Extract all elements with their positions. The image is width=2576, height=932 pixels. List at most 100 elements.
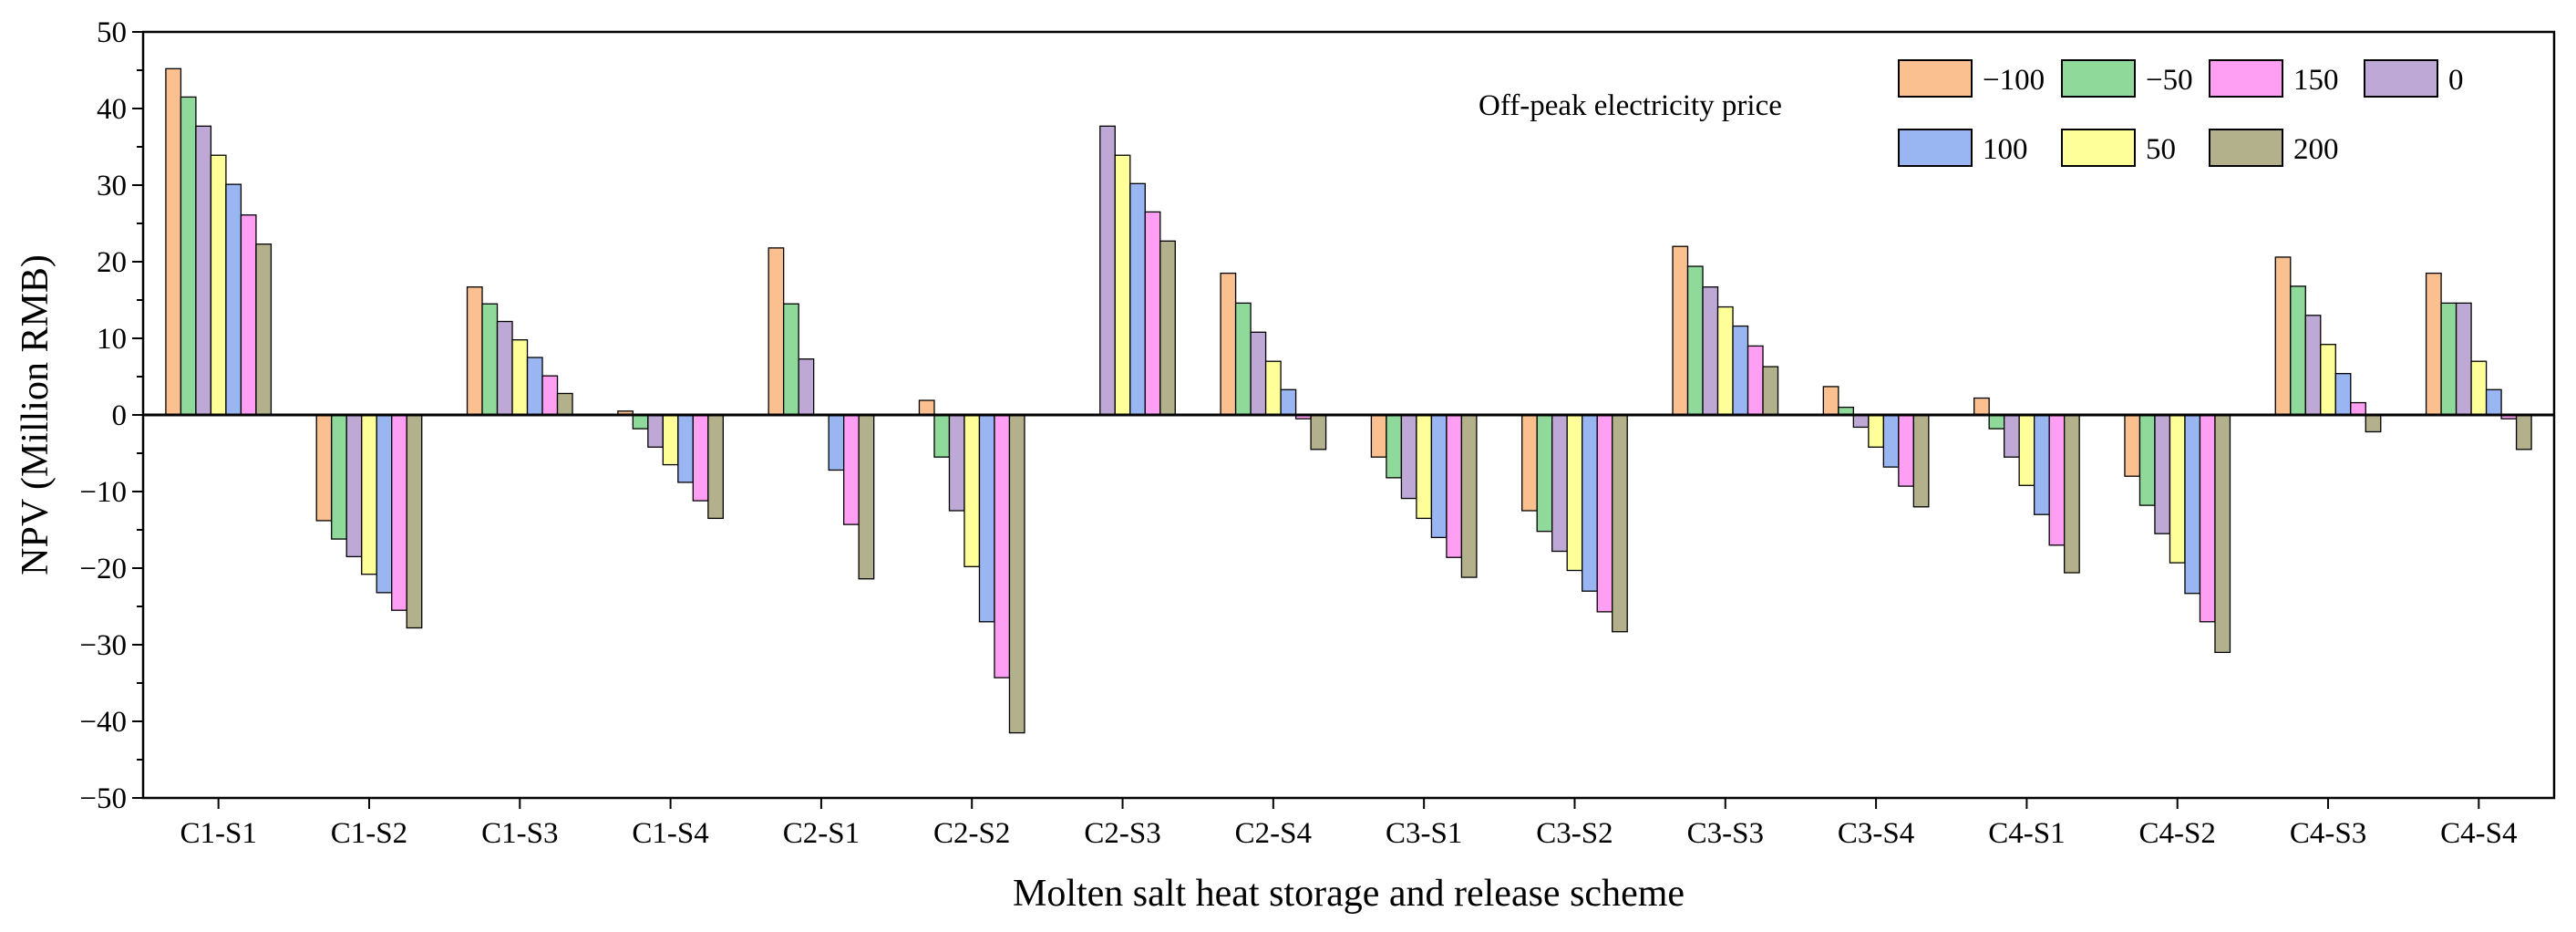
y-tick-label: 10 — [97, 323, 127, 356]
bar-C3-S3-100 — [1732, 325, 1749, 416]
x-tick-label: C1-S2 — [331, 817, 407, 850]
bar-C3-S2-50 — [1566, 414, 1583, 572]
bar-C1-S2-200 — [406, 414, 423, 629]
bar-C4-S2-200 — [2214, 414, 2231, 654]
bar-C3-S4-100 — [1882, 414, 1900, 468]
x-tick-label: C2-S1 — [783, 817, 860, 850]
x-tick-label: C4-S4 — [2440, 817, 2517, 850]
bar-C2-S2-−50 — [933, 414, 951, 458]
bar-C1-S4-150 — [692, 414, 709, 502]
bar-C3-S1-100 — [1430, 414, 1448, 539]
bar-C3-S4-0 — [1852, 414, 1870, 429]
bar-C2-S1-150 — [843, 414, 860, 525]
bar-C3-S1-−50 — [1386, 414, 1403, 479]
bar-C2-S2-100 — [978, 414, 995, 623]
legend-swatch-100 — [1898, 129, 1973, 167]
x-tick-label: C2-S3 — [1084, 817, 1160, 850]
bar-C3-S1-150 — [1446, 414, 1463, 558]
bar-C2-S4-200 — [1310, 414, 1327, 450]
x-tick-label: C1-S3 — [481, 817, 558, 850]
bar-C4-S2-150 — [2199, 414, 2216, 623]
bar-C2-S3-50 — [1114, 154, 1131, 416]
x-tick-label: C1-S4 — [632, 817, 708, 850]
x-tick-label: C2-S2 — [933, 817, 1010, 850]
bar-C4-S1-−100 — [1973, 397, 1990, 416]
bar-C1-S3-100 — [526, 357, 543, 416]
legend: Off-peak electricity price −100 −50 150 0 100… — [1479, 59, 2464, 167]
axes-layer — [132, 30, 2556, 809]
bar-C4-S1-100 — [2034, 414, 2050, 515]
legend-label: −50 — [2146, 64, 2193, 97]
bar-C4-S3-150 — [2350, 401, 2366, 416]
bar-C4-S1-0 — [2004, 414, 2020, 458]
legend-swatch-0 — [2364, 59, 2438, 98]
bar-C2-S2-50 — [963, 414, 981, 567]
bar-C4-S3-−50 — [2290, 285, 2306, 416]
bar-C2-S4-50 — [1264, 360, 1282, 416]
legend-swatch-200 — [2209, 129, 2283, 167]
bar-C1-S3-200 — [556, 392, 573, 416]
bar-C2-S4-0 — [1250, 331, 1267, 416]
bar-C3-S4-50 — [1868, 414, 1884, 448]
bar-C1-S1-−50 — [180, 96, 197, 416]
bar-C3-S3-−50 — [1686, 265, 1704, 416]
bar-C2-S1-−100 — [768, 247, 785, 416]
legend-label: 100 — [1983, 133, 2028, 166]
x-tick-label: C4-S2 — [2139, 817, 2216, 850]
bar-C2-S1-−50 — [783, 303, 799, 416]
bar-C3-S1-−100 — [1370, 414, 1387, 458]
bar-C1-S3-−100 — [466, 286, 483, 416]
bar-C1-S2-50 — [361, 414, 377, 575]
bar-C1-S3-−50 — [481, 303, 499, 416]
y-tick-label: 0 — [112, 399, 128, 432]
bar-C4-S3-0 — [2304, 315, 2322, 416]
bar-C3-S2-0 — [1551, 414, 1568, 553]
bar-C4-S1-50 — [2018, 414, 2035, 486]
bar-C2-S1-200 — [858, 414, 875, 580]
x-tick-label: C4-S3 — [2290, 817, 2366, 850]
bar-C4-S1-−50 — [1988, 414, 2005, 430]
x-tick-label: C1-S1 — [180, 817, 256, 850]
x-tick-label: C3-S4 — [1838, 817, 1914, 850]
bar-C1-S4-50 — [662, 414, 679, 466]
y-tick-label: 20 — [97, 246, 127, 279]
bar-C2-S4-−50 — [1234, 302, 1252, 416]
legend-swatch-−50 — [2061, 59, 2136, 98]
legend-swatch-150 — [2209, 59, 2283, 98]
bar-C4-S4-0 — [2455, 302, 2472, 416]
legend-title: Off-peak electricity price — [1479, 89, 1782, 122]
x-axis-title: Molten salt heat storage and release sch… — [1013, 873, 1685, 915]
bar-C4-S1-150 — [2048, 414, 2066, 546]
bar-C1-S1-200 — [255, 243, 273, 416]
bar-C1-S4-−50 — [632, 414, 649, 430]
x-tick-label: C3-S1 — [1386, 817, 1462, 850]
bar-C4-S2-0 — [2154, 414, 2171, 534]
bar-C3-S1-200 — [1460, 414, 1478, 578]
legend-label: 50 — [2146, 133, 2176, 166]
bar-C3-S1-50 — [1416, 414, 1433, 520]
y-tick-label: −40 — [79, 706, 127, 739]
bar-C1-S1-100 — [225, 183, 242, 416]
bar-C3-S3-50 — [1716, 305, 1734, 416]
bar-C2-S3-0 — [1099, 125, 1116, 416]
bar-C2-S2-0 — [948, 414, 965, 512]
bar-C4-S4-−100 — [2425, 272, 2442, 416]
legend-swatch-−100 — [1898, 59, 1973, 98]
bar-C1-S3-150 — [541, 375, 559, 416]
bar-C1-S4-100 — [677, 414, 694, 483]
bars-layer — [165, 67, 2532, 734]
bar-C1-S2-−50 — [331, 414, 347, 540]
y-tick-label: 40 — [97, 93, 127, 126]
bar-C2-S4-100 — [1280, 388, 1297, 416]
bar-C2-S3-200 — [1159, 240, 1176, 416]
bar-C1-S4-200 — [707, 414, 724, 520]
bar-C1-S1-−100 — [165, 67, 182, 416]
bar-C2-S3-150 — [1144, 211, 1161, 416]
x-tick-label: C2-S4 — [1235, 817, 1312, 850]
bar-C2-S4-−100 — [1220, 272, 1237, 416]
bar-C4-S2-−100 — [2124, 414, 2141, 477]
legend-label: 200 — [2293, 133, 2339, 166]
